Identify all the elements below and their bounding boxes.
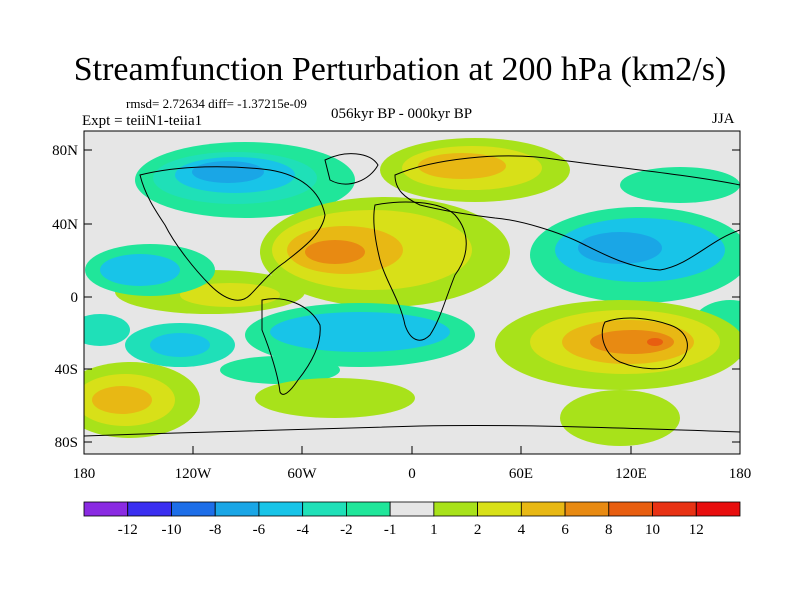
colorbar-label: -1	[384, 522, 397, 538]
negative-anomaly	[270, 312, 450, 352]
coastline-antarctica	[84, 424, 740, 437]
colorbar-label: -2	[340, 522, 353, 538]
lon-tick-label: 180	[729, 466, 752, 482]
colorbar-swatch	[127, 501, 172, 517]
colorbar-swatch	[652, 501, 697, 517]
lon-tick-label: 180	[73, 466, 96, 482]
colorbar-swatch	[258, 501, 304, 517]
period-label: 056kyr BP - 000kyr BP	[331, 106, 473, 122]
positive-anomaly	[590, 330, 674, 354]
longitude-axis: 180 120W 60W 0 60E 120E 180	[73, 446, 752, 482]
colorbar-label: 2	[474, 522, 482, 538]
positive-anomaly	[560, 390, 680, 446]
lon-tick-label: 60E	[509, 466, 533, 482]
lat-tick-label: 40S	[55, 362, 78, 378]
colorbar-swatch	[564, 501, 610, 517]
colorbar-label: -12	[118, 522, 138, 538]
negative-anomaly	[150, 333, 210, 357]
colorbar-swatch	[608, 501, 653, 517]
lat-tick-label: 80S	[55, 435, 78, 451]
positive-anomaly	[418, 153, 506, 179]
season-label: JJA	[712, 111, 735, 127]
colorbar-swatch	[477, 501, 522, 517]
coastline-africa	[373, 201, 467, 341]
colorbar-swatch	[171, 501, 216, 517]
colorbar-swatch	[389, 501, 435, 517]
positive-anomaly	[180, 283, 280, 307]
colorbar-label: 6	[561, 522, 569, 538]
colorbar-swatch	[302, 501, 347, 517]
coastline-australia	[601, 317, 688, 370]
colorbar-swatch	[520, 501, 566, 517]
colorbar: -12 -10 -8 -6 -4 -2 -1 1 2 4 6 8 10 12	[83, 501, 741, 538]
rmsd-diff-stats: rmsd= 2.72634 diff= -1.37215e-09	[126, 96, 307, 111]
lat-tick-label: 80N	[52, 143, 78, 159]
colorbar-swatch	[214, 501, 260, 517]
negative-anomaly	[578, 232, 662, 264]
lon-tick-label: 120E	[615, 466, 647, 482]
lon-tick-label: 60W	[287, 466, 317, 482]
colorbar-swatch	[695, 501, 741, 517]
colorbar-label: 10	[645, 522, 660, 538]
positive-anomaly	[305, 240, 365, 264]
coastline-eurasia	[394, 155, 740, 271]
map-plot-area	[83, 130, 741, 455]
colorbar-label: 4	[518, 522, 526, 538]
coastlines	[84, 153, 740, 437]
colorbar-label: 12	[689, 522, 704, 538]
colorbar-label: 8	[605, 522, 613, 538]
lat-tick-label: 0	[71, 290, 79, 306]
experiment-label: Expt = teiiN1-teiia1	[82, 113, 203, 129]
negative-anomaly	[620, 167, 740, 203]
positive-anomaly	[92, 386, 152, 414]
lat-tick-label: 40N	[52, 217, 78, 233]
coastline-south-america	[261, 298, 321, 395]
positive-anomaly	[255, 378, 415, 418]
colorbar-label: -4	[296, 522, 309, 538]
latitude-axis: 80N 40N 0 40S 80S	[52, 143, 740, 451]
colorbar-label: 1	[430, 522, 438, 538]
positive-anomaly	[647, 338, 663, 346]
lon-tick-label: 0	[408, 466, 416, 482]
coastline-greenland	[324, 153, 379, 185]
lon-tick-label: 120W	[175, 466, 213, 482]
colorbar-swatch	[83, 501, 129, 517]
negative-anomaly	[192, 161, 264, 183]
negative-anomaly	[100, 254, 180, 286]
colorbar-label: -8	[209, 522, 222, 538]
coastline-north-america	[139, 166, 326, 301]
colorbar-label: -10	[161, 522, 181, 538]
negative-anomaly	[84, 314, 130, 346]
streamfunction-field	[84, 138, 740, 446]
colorbar-swatch	[345, 501, 391, 517]
colorbar-swatch	[433, 501, 479, 517]
map-title: Streamfunction Perturbation at 200 hPa (…	[73, 51, 727, 88]
colorbar-label: -6	[253, 522, 266, 538]
